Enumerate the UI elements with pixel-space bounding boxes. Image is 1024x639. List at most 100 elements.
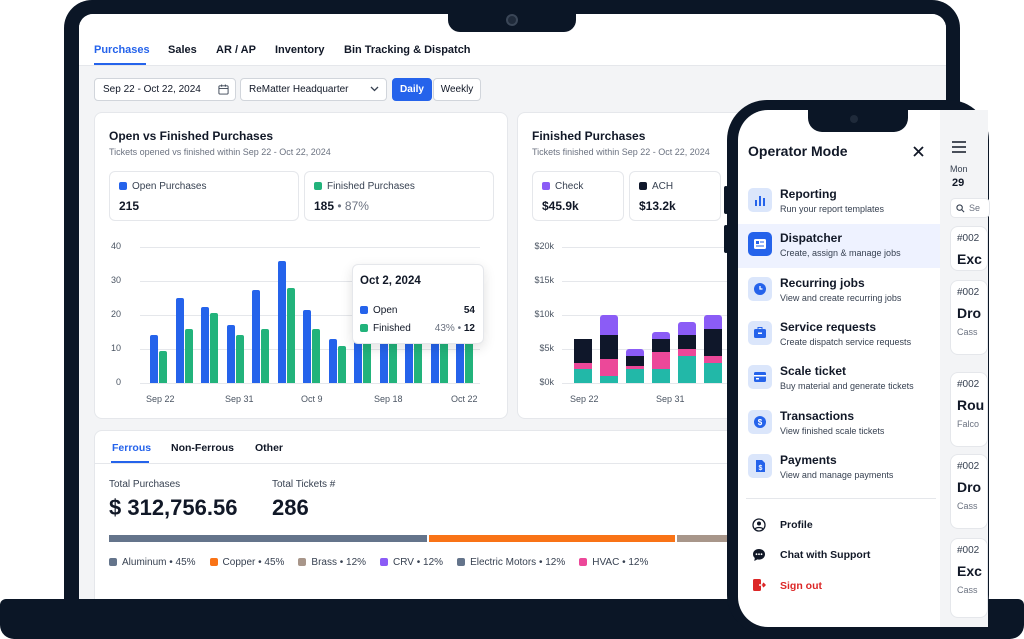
phone-notch — [808, 110, 908, 132]
menu-item-transactions[interactable]: $ Transactions View finished scale tickets — [738, 402, 940, 446]
finished-bar — [159, 350, 167, 383]
svg-text:$: $ — [759, 465, 763, 472]
total-tickets-value: 286 — [272, 495, 309, 520]
y-tick-label: 30 — [110, 275, 121, 285]
job-card[interactable]: #002 Exc Cass — [950, 538, 988, 618]
stacked-bar-segment — [600, 359, 618, 377]
legend-label: Brass • 12% — [311, 557, 367, 568]
x-tick-label: Oct 22 — [451, 394, 478, 404]
tab-ar-ap[interactable]: AR / AP — [216, 44, 256, 56]
legend-label: HVAC • 12% — [592, 557, 649, 568]
stat-label: Finished Purchases — [327, 181, 415, 192]
stacked-bar-segment — [626, 366, 644, 370]
day-label: Mon — [950, 164, 968, 174]
material-tabs: Ferrous Non-Ferrous Other — [95, 431, 936, 464]
chat-icon — [751, 547, 767, 563]
tab-bin-tracking[interactable]: Bin Tracking & Dispatch — [344, 44, 471, 56]
stacked-bar-segment — [652, 369, 670, 383]
menu-item-reporting[interactable]: Reporting Run your report templates — [738, 180, 940, 224]
card-title: Finished Purchases — [532, 129, 646, 143]
menu-item-payments[interactable]: $ Payments View and manage payments — [738, 446, 940, 490]
finished-bar — [184, 328, 193, 383]
legend-item: Copper • 45% — [209, 557, 285, 568]
camera-icon — [506, 14, 518, 26]
y-tick-label: 10 — [110, 343, 121, 353]
job-card[interactable]: #002ExcFalco — [950, 226, 988, 271]
tab-inventory[interactable]: Inventory — [275, 44, 325, 56]
hamburger-icon[interactable] — [952, 141, 966, 153]
tooltip-open-value: 54 — [463, 305, 475, 316]
close-button[interactable] — [906, 140, 930, 162]
open-bar — [201, 306, 209, 383]
stacked-bar-segment — [600, 315, 618, 336]
finished-bar — [286, 287, 295, 383]
menu-item-recurring-jobs[interactable]: Recurring jobs View and create recurring … — [738, 269, 940, 313]
open-purchases-value: 215 — [119, 199, 140, 213]
job-title: Dro — [957, 479, 982, 495]
tab-ferrous[interactable]: Ferrous — [112, 442, 152, 454]
menu-item-subtitle: Buy material and generate tickets — [780, 381, 914, 392]
finished-bar — [388, 315, 397, 383]
stacked-bar-segment — [704, 315, 722, 329]
search-placeholder: Se — [969, 203, 981, 213]
legend-swatch — [209, 558, 218, 566]
job-card[interactable]: #002 Dro Cass — [950, 280, 988, 355]
copper-segment — [429, 535, 675, 542]
search-input[interactable]: Se — [950, 198, 990, 218]
job-id: #002 — [957, 545, 980, 556]
stacked-bar-segment — [600, 376, 618, 383]
finished-legend-swatch — [314, 182, 322, 190]
phone-camera-icon — [850, 115, 858, 123]
menu-item-scale-ticket[interactable]: Scale ticket Buy material and generate ti… — [738, 357, 940, 401]
menu-item-dispatcher[interactable]: Dispatcher Create, assign & manage jobs — [738, 224, 940, 269]
finished-pct: 87% — [344, 199, 369, 213]
tab-purchases[interactable]: Purchases — [94, 44, 150, 56]
total-purchases-label: Total Purchases — [109, 479, 181, 490]
open-vs-finished-chart: 0 10 20 30 40 Sep 22 Sep 31 Oct 9 Sep 18 Oct 22 — [95, 113, 507, 418]
material-legend: Aluminum • 45% Copper • 45% Brass • 12% CRV… — [109, 557, 662, 568]
menu-item-subtitle: View and manage payments — [780, 469, 894, 480]
date-range-picker[interactable]: Sep 22 - Oct 22, 2024 — [94, 78, 236, 101]
profile-link[interactable]: Profile — [780, 519, 813, 531]
menu-item-title: Service requests — [780, 319, 877, 334]
open-bar — [303, 309, 311, 383]
legend-label: Copper • 45% — [222, 557, 285, 568]
card-subtitle: Tickets finished within Sep 22 - Oct 22,… — [532, 147, 710, 157]
tab-other[interactable]: Other — [255, 442, 284, 454]
dispatcher-icon — [748, 232, 772, 257]
operator-mode-title: Operator Mode — [748, 143, 848, 159]
chat-support-link[interactable]: Chat with Support — [780, 549, 871, 561]
stacked-bar-segment — [678, 349, 696, 356]
tab-sales[interactable]: Sales — [168, 44, 197, 56]
stacked-bar-segment — [704, 328, 722, 356]
job-card[interactable]: #002 Rou Falco — [950, 372, 988, 447]
active-tab-indicator — [94, 63, 146, 65]
legend-item: HVAC • 12% — [579, 557, 648, 568]
gridline — [140, 383, 480, 384]
job-title: Rou — [957, 397, 985, 413]
stacked-bar-segment — [574, 338, 592, 363]
open-bar — [252, 289, 260, 383]
tooltip-date: Oct 2, 2024 — [360, 275, 421, 287]
job-card[interactable]: #002 Dro Cass — [950, 454, 988, 529]
open-legend-swatch — [119, 182, 127, 190]
profile-icon — [751, 517, 767, 533]
weekly-toggle[interactable]: Weekly — [433, 78, 481, 101]
daily-toggle[interactable]: Daily — [392, 78, 432, 101]
tab-non-ferrous[interactable]: Non-Ferrous — [171, 442, 234, 454]
menu-item-service-requests[interactable]: Service requests Create dispatch service … — [738, 313, 940, 357]
location-select[interactable]: ReMatter Headquarter — [240, 78, 387, 101]
search-icon — [956, 204, 965, 213]
finished-bar — [312, 328, 320, 383]
y-tick-label: $10k — [534, 309, 554, 319]
sign-out-link[interactable]: Sign out — [780, 580, 822, 592]
stacked-bar-segment — [574, 369, 592, 383]
y-tick-label: 20 — [110, 309, 121, 319]
stacked-bar-segment — [704, 362, 722, 383]
legend-item: Aluminum • 45% — [109, 557, 196, 568]
finished-purchases-value: 185 — [314, 199, 335, 213]
finished-bar — [261, 328, 269, 383]
date-range-value: Sep 22 - Oct 22, 2024 — [103, 84, 201, 95]
stacked-bar-segment — [600, 335, 618, 360]
ach-stat: ACH $13.2k — [629, 171, 721, 221]
